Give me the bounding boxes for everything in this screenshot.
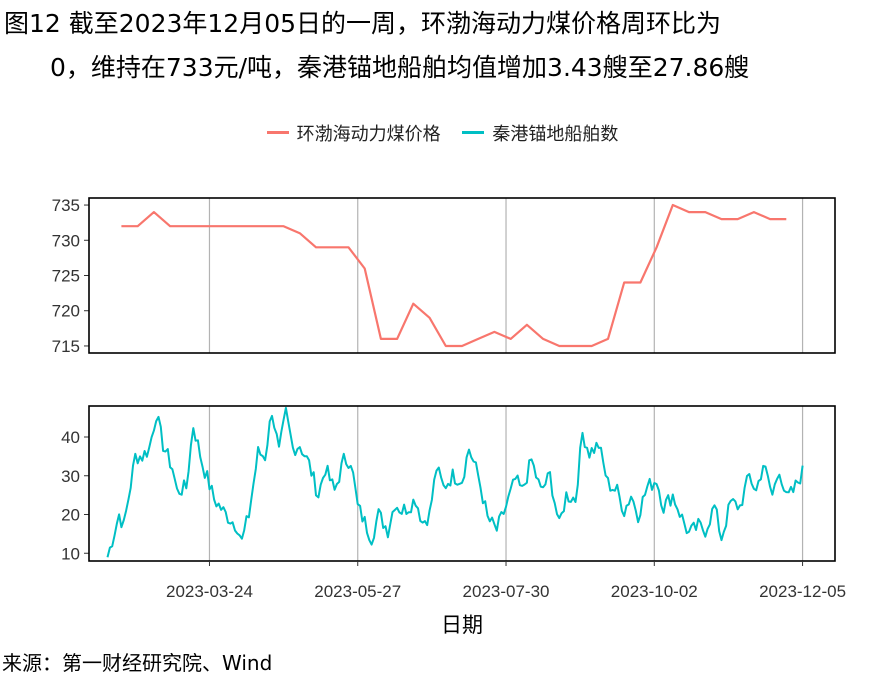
legend: 环渤海动力煤价格 秦港锚地船舶数 (0, 118, 885, 146)
legend-item-price: 环渤海动力煤价格 (266, 120, 441, 146)
legend-item-ships: 秦港锚地船舶数 (462, 120, 618, 146)
series-line-price (121, 203, 787, 348)
y-tick-label-top-4: 735 (52, 196, 80, 215)
chart-title: 图12 截至2023年12月05日的一周，环渤海动力煤价格周环比为 0，维持在7… (4, 2, 882, 90)
series-line-ships (106, 406, 804, 558)
legend-swatch-ships (462, 131, 485, 134)
y-tick-label-bottom-0: 10 (61, 544, 80, 563)
panel-border-bottom (88, 405, 836, 562)
legend-label-price: 环渤海动力煤价格 (296, 123, 441, 145)
x-tick-label-1: 2023-05-27 (314, 582, 401, 601)
panel-border-top (88, 197, 836, 354)
legend-swatch-price (266, 131, 289, 134)
y-tick-label-bottom-3: 40 (61, 428, 80, 447)
y-tick-label-top-0: 715 (52, 337, 80, 356)
x-tick-label-4: 2023-12-05 (759, 582, 846, 601)
y-tick-label-top-1: 720 (52, 302, 80, 321)
y-tick-label-top-2: 725 (52, 267, 80, 286)
chart-title-line1: 图12 截至2023年12月05日的一周，环渤海动力煤价格周环比为 (4, 9, 722, 38)
chart-title-line2: 0，维持在733元/吨，秦港锚地船舶均值增加3.43艘至27.86艘 (50, 53, 750, 82)
x-axis-label: 日期 (441, 613, 483, 637)
legend-label-ships: 秦港锚地船舶数 (492, 123, 619, 145)
x-tick-label-0: 2023-03-24 (166, 582, 253, 601)
x-tick-label-3: 2023-10-02 (611, 582, 698, 601)
y-tick-label-bottom-1: 20 (61, 506, 80, 525)
source-note: 来源：第一财经研究院、Wind (2, 651, 273, 675)
y-tick-label-top-3: 730 (52, 231, 80, 250)
y-tick-label-bottom-2: 30 (61, 467, 80, 486)
x-tick-label-2: 2023-07-30 (463, 582, 550, 601)
